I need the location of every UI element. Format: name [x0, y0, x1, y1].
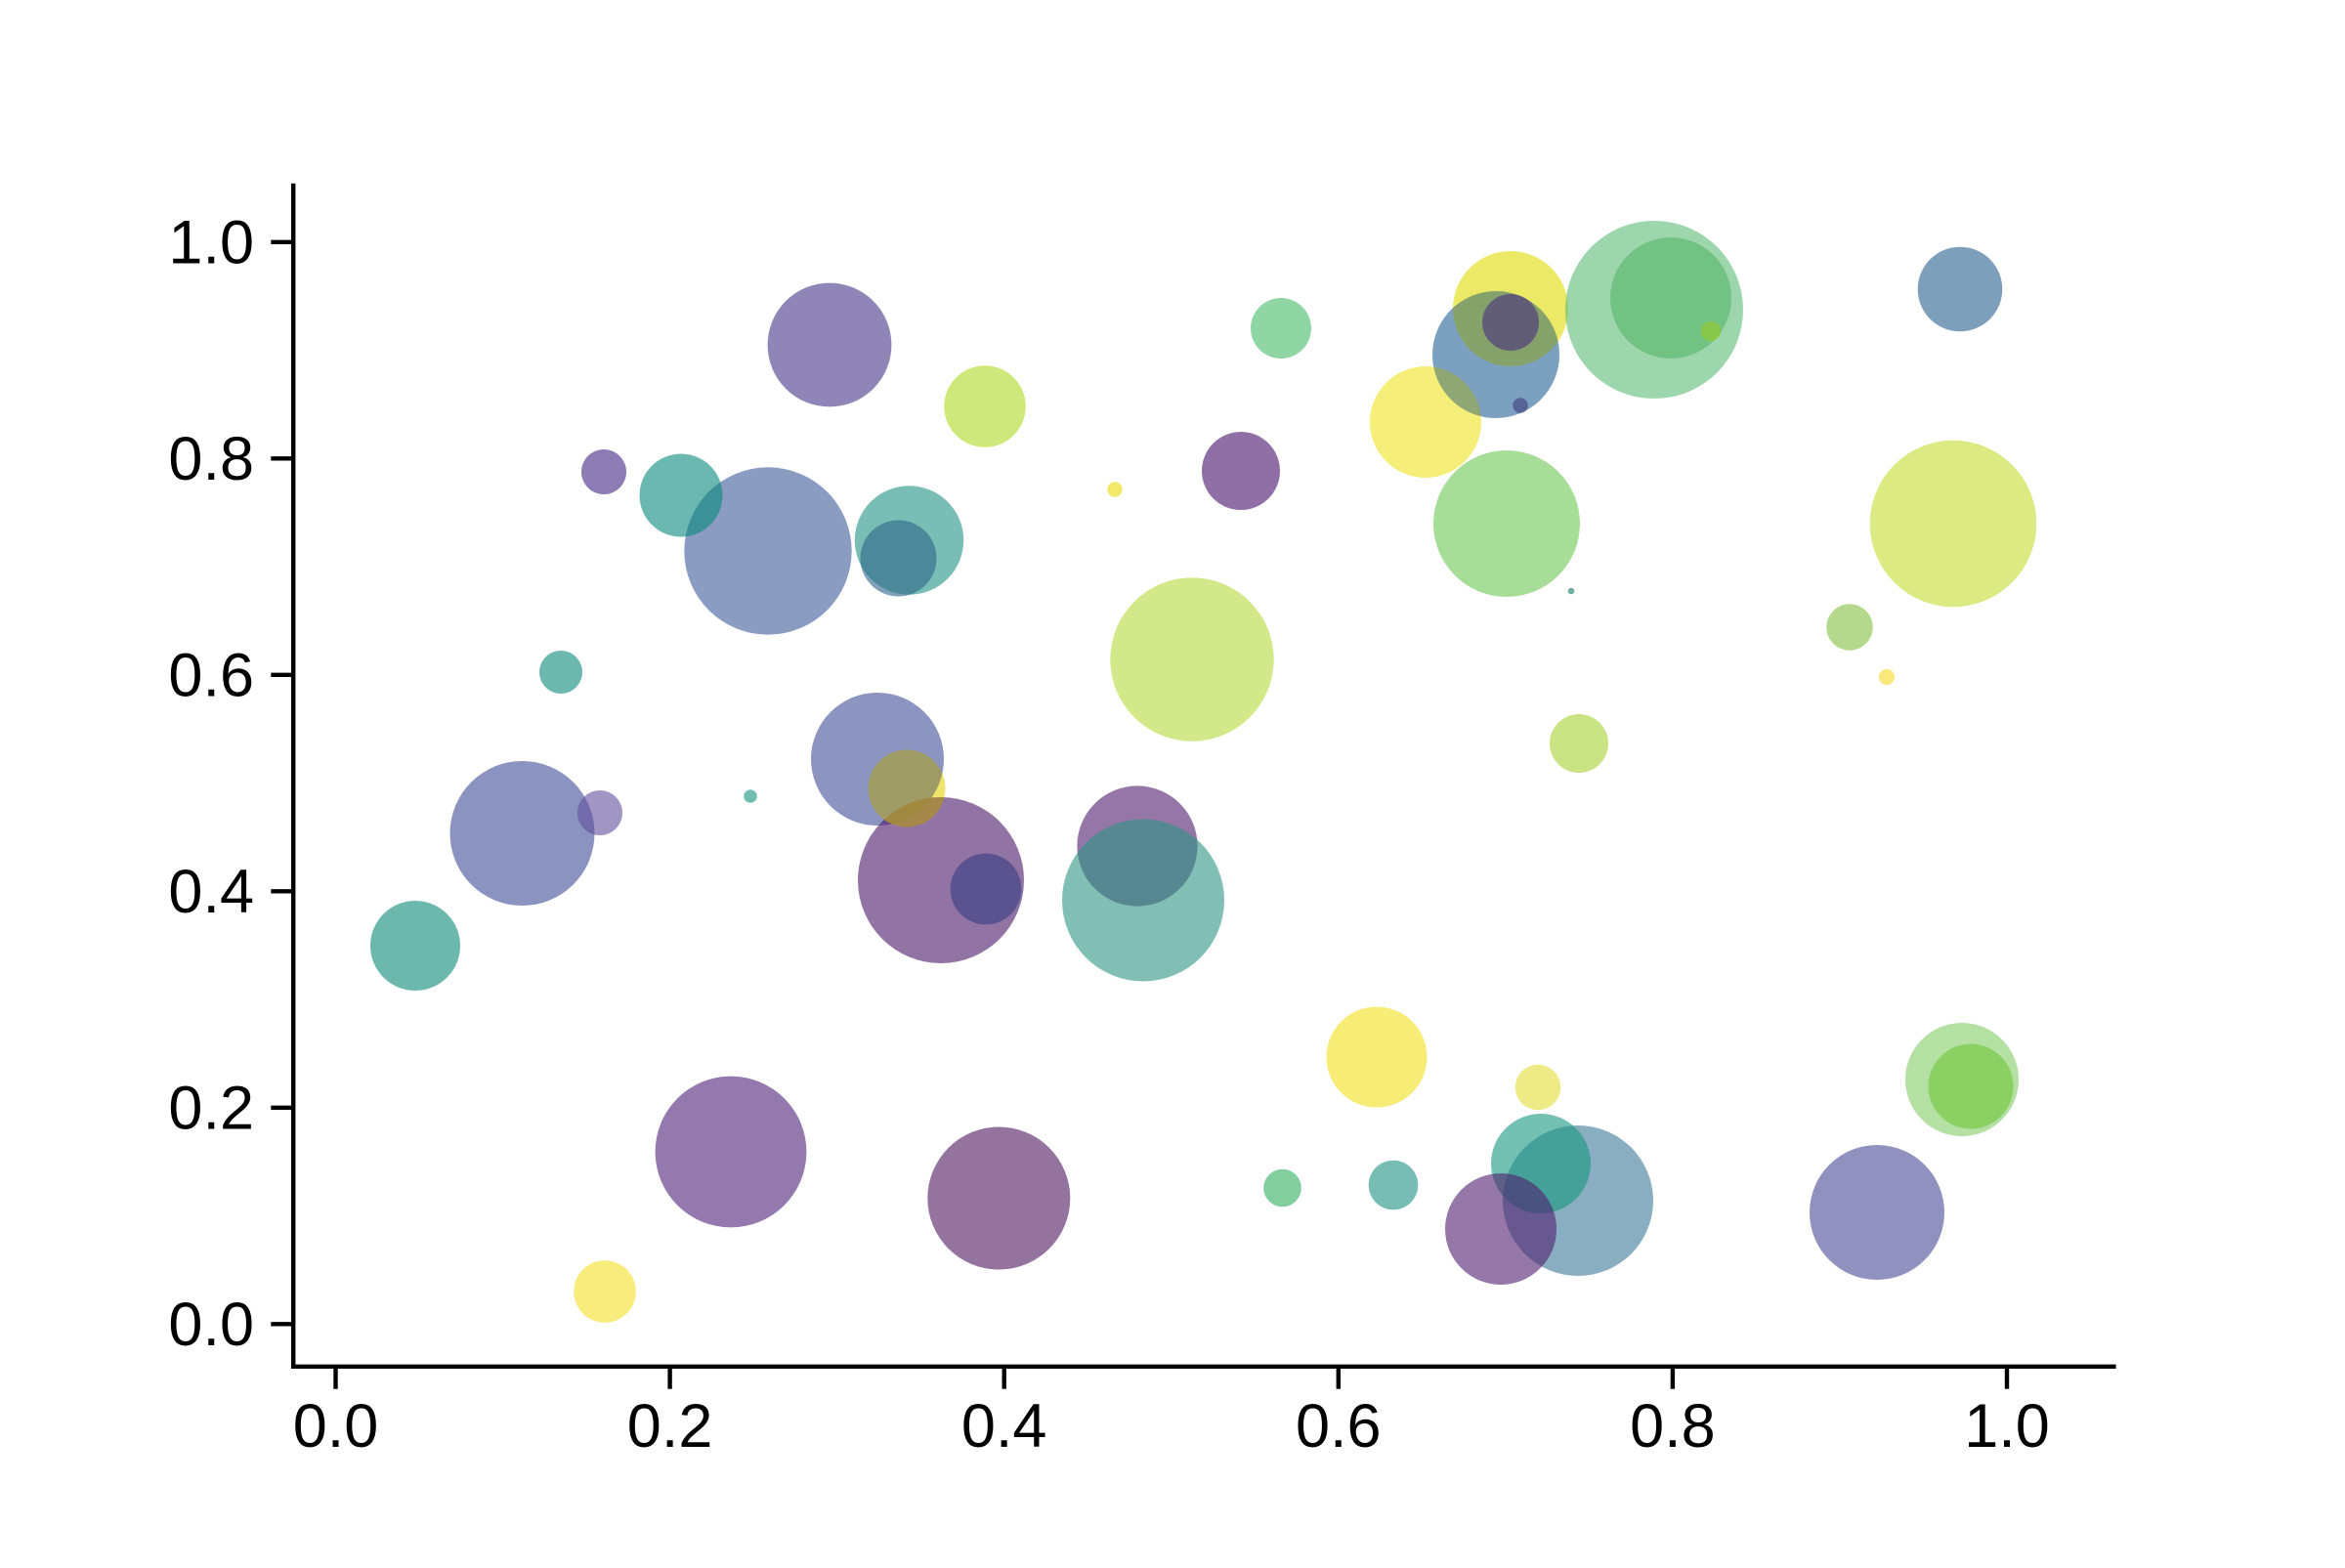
svg-text:0.0: 0.0	[293, 1392, 379, 1461]
svg-text:0.8: 0.8	[1630, 1392, 1716, 1461]
svg-text:0.4: 0.4	[961, 1392, 1047, 1461]
svg-text:0.0: 0.0	[168, 1291, 254, 1359]
svg-text:1.0: 1.0	[1964, 1392, 2050, 1461]
svg-text:0.2: 0.2	[627, 1392, 713, 1461]
svg-text:0.8: 0.8	[168, 425, 254, 493]
svg-text:0.6: 0.6	[1296, 1392, 1382, 1461]
svg-text:0.4: 0.4	[168, 858, 254, 926]
svg-text:1.0: 1.0	[168, 209, 254, 277]
svg-text:0.2: 0.2	[168, 1075, 254, 1143]
svg-text:0.6: 0.6	[168, 642, 254, 710]
